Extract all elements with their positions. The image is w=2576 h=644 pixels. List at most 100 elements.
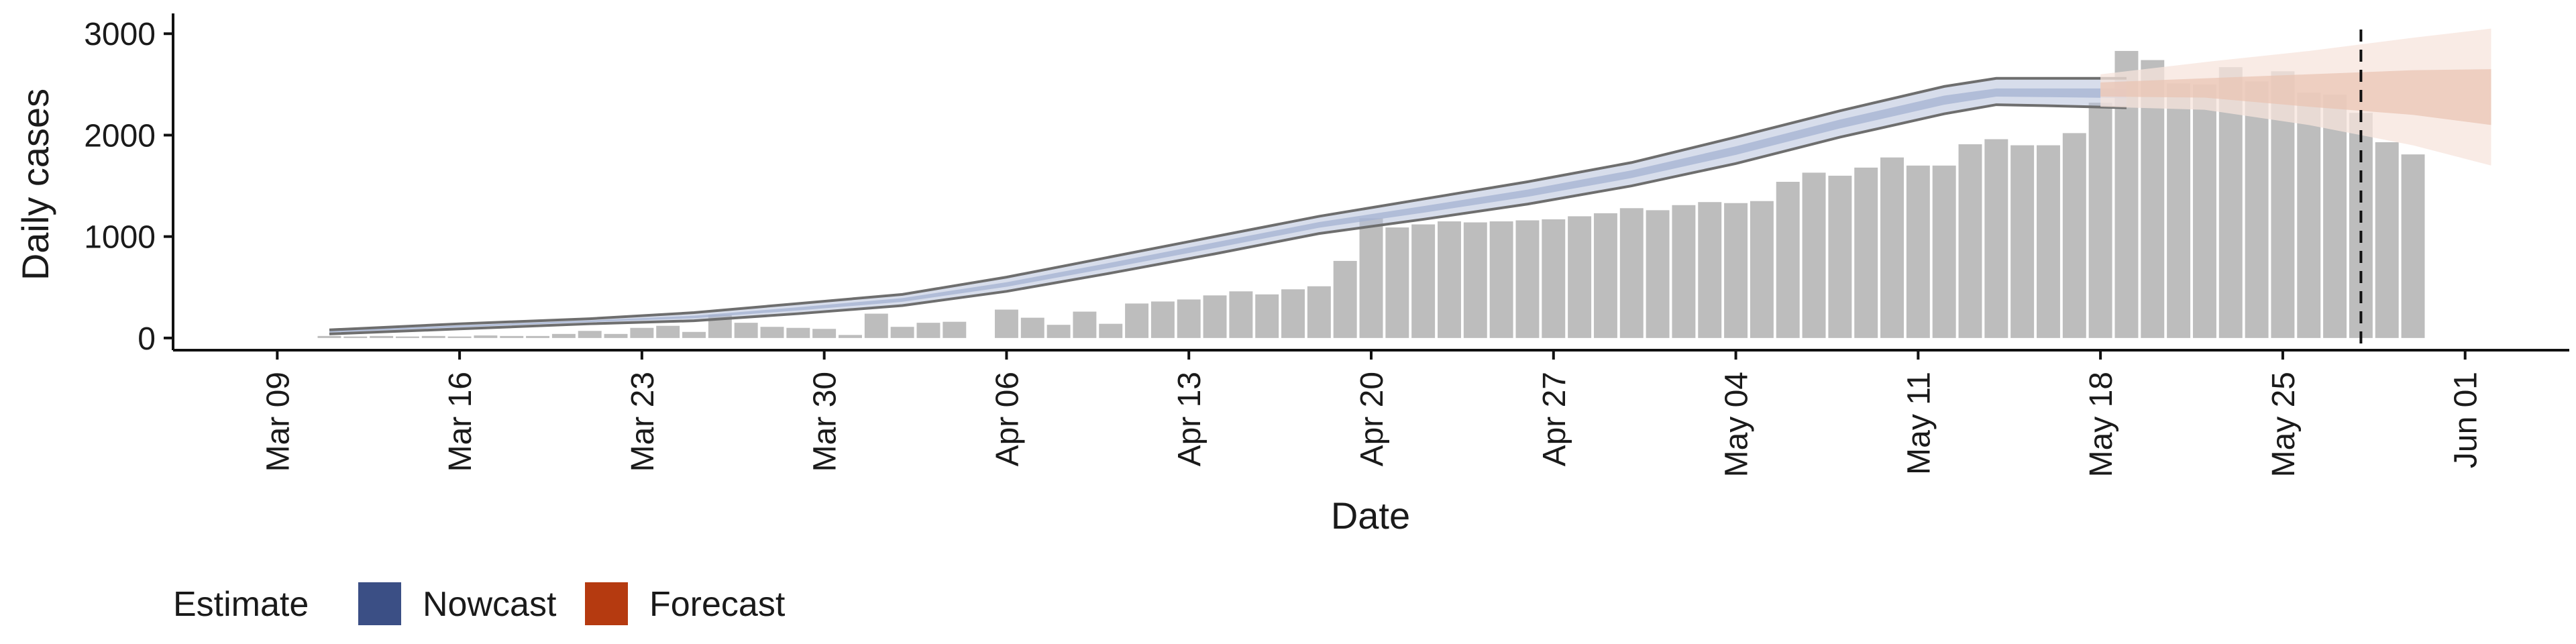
bar	[1698, 202, 1722, 338]
legend-title: Estimate	[173, 585, 309, 624]
bar	[916, 323, 941, 338]
x-tick-label: May 25	[2266, 372, 2302, 477]
nowcast-layer	[329, 76, 2127, 335]
bar	[812, 329, 837, 338]
x-tick-label: May 11	[1901, 372, 1937, 475]
nowcast-upper-line	[329, 76, 2127, 331]
x-tick-label: May 18	[2084, 372, 2119, 477]
x-tick-label: Mar 30	[808, 372, 843, 472]
bar	[421, 335, 445, 338]
bar	[447, 336, 472, 338]
bar	[526, 335, 550, 338]
y-tick-label: 1000	[84, 220, 156, 256]
bar	[2401, 154, 2425, 338]
legend-label-forecast: Forecast	[649, 585, 786, 624]
bars-layer	[317, 50, 2425, 338]
y-axis-title: Daily cases	[14, 89, 56, 280]
bar	[839, 335, 862, 338]
bar	[1828, 175, 1852, 338]
bar	[2245, 81, 2269, 338]
bar	[1229, 291, 1253, 338]
bar	[890, 327, 914, 338]
bar	[1438, 221, 1461, 338]
forecast-inner-band	[2100, 69, 2491, 125]
bar	[2062, 133, 2086, 338]
bar	[786, 327, 810, 338]
bar	[2192, 84, 2216, 338]
bar	[1099, 323, 1123, 338]
bar	[1150, 301, 1175, 338]
bar	[2297, 92, 2321, 338]
bar	[1854, 167, 1878, 338]
bar	[2167, 83, 2191, 338]
bar	[1672, 205, 1696, 338]
x-tick-label: Mar 16	[443, 372, 478, 472]
bar	[1932, 165, 1956, 338]
y-axis-ticks: 0 1000 2000 3000	[84, 17, 173, 357]
bar	[370, 335, 394, 338]
bar	[1619, 208, 1644, 338]
bar	[656, 325, 680, 338]
bar	[682, 331, 706, 338]
bar	[943, 321, 967, 338]
bar	[578, 331, 602, 338]
bar	[551, 333, 576, 338]
bar	[1255, 294, 1279, 338]
bar	[1646, 210, 1670, 338]
bar	[760, 327, 784, 338]
bar	[1046, 325, 1071, 338]
bar	[1568, 216, 1592, 338]
bar	[395, 336, 419, 338]
bar	[1489, 221, 1513, 338]
bar	[2037, 145, 2060, 338]
x-tick-label: Apr 20	[1354, 372, 1390, 466]
legend-label-nowcast: Nowcast	[423, 585, 557, 624]
bar	[604, 333, 628, 338]
legend-swatch-nowcast	[358, 582, 401, 625]
bar	[1776, 182, 1800, 338]
bar	[1724, 203, 1748, 338]
bar	[1177, 299, 1201, 338]
bar	[1281, 289, 1305, 338]
bar	[2375, 142, 2399, 338]
x-axis-ticks: Mar 09 Mar 16 Mar 23 Mar 30 Apr 06 Apr 13 Apr …	[260, 350, 2484, 477]
forecast-layer	[2100, 28, 2491, 166]
x-tick-label: Apr 13	[1172, 372, 1208, 466]
bar	[1125, 303, 1149, 338]
bar	[2349, 113, 2373, 338]
bar	[1984, 139, 2008, 338]
x-tick-label: May 04	[1719, 372, 1755, 477]
bar	[343, 336, 368, 338]
legend: Estimate Nowcast Forecast	[173, 582, 786, 625]
x-axis-title: Date	[1331, 494, 1410, 537]
bar	[2323, 94, 2347, 338]
bar	[474, 335, 498, 338]
bar	[1463, 222, 1487, 338]
bar	[1203, 295, 1227, 338]
bar	[1750, 201, 1774, 338]
bar	[1906, 165, 1930, 338]
bar	[1802, 172, 1826, 338]
legend-swatch-forecast	[585, 582, 628, 625]
x-tick-label: Jun 01	[2449, 372, 2484, 468]
x-tick-label: Mar 09	[260, 372, 296, 472]
bar	[2010, 145, 2035, 338]
bar	[1958, 144, 1982, 338]
bar	[500, 335, 524, 338]
bar	[1593, 213, 1617, 338]
bar	[1385, 227, 1409, 338]
bar	[994, 309, 1018, 338]
bar	[864, 313, 888, 338]
bar	[1542, 219, 1566, 338]
bar	[1073, 311, 1097, 338]
bar	[630, 327, 654, 338]
y-tick-label: 0	[138, 321, 156, 357]
bar	[1880, 157, 1904, 338]
x-tick-label: Apr 27	[1537, 372, 1572, 466]
bar	[1333, 260, 1357, 338]
bar	[734, 323, 758, 338]
bar	[317, 335, 341, 338]
y-tick-label: 3000	[84, 17, 156, 52]
x-tick-label: Apr 06	[989, 372, 1025, 466]
